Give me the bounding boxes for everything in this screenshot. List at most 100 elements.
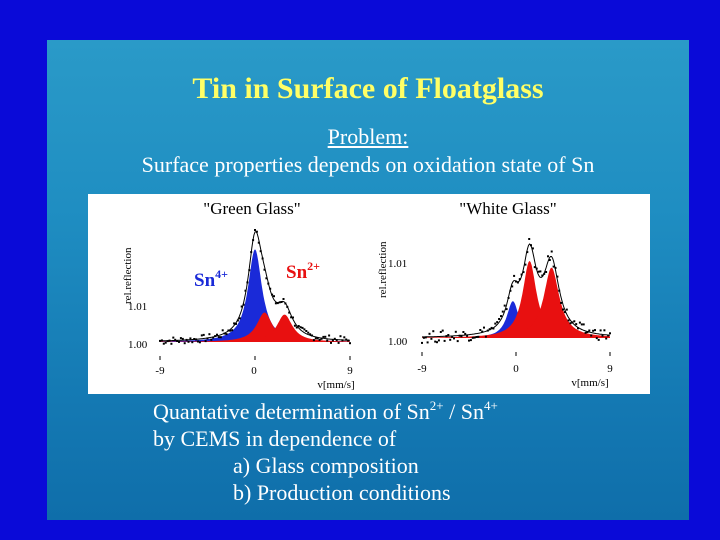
data-point xyxy=(573,320,576,323)
data-point xyxy=(550,250,553,253)
right-ytick-100: 1.00 xyxy=(388,336,408,348)
data-point xyxy=(210,338,213,341)
data-point xyxy=(441,329,444,332)
data-point xyxy=(454,330,457,333)
data-point xyxy=(174,338,177,341)
data-point xyxy=(219,336,222,339)
data-point xyxy=(343,336,346,339)
data-point xyxy=(257,241,260,244)
data-point xyxy=(590,334,593,337)
data-point xyxy=(515,280,517,283)
data-point xyxy=(328,334,331,337)
data-point xyxy=(471,336,474,339)
data-point xyxy=(496,321,499,324)
data-point xyxy=(531,247,534,250)
data-point xyxy=(278,301,281,304)
data-point xyxy=(507,297,510,299)
data-point xyxy=(331,339,334,342)
item-a: a) Glass composition xyxy=(233,453,419,478)
data-point xyxy=(204,340,207,343)
data-point xyxy=(439,331,442,333)
data-point xyxy=(271,293,274,296)
data-point xyxy=(511,285,514,288)
data-point xyxy=(187,340,190,343)
data-point xyxy=(513,274,516,277)
bottom-line-1: Quantative determination of Sn2+ / Sn4+ xyxy=(153,398,498,425)
data-point xyxy=(477,335,480,338)
data-point xyxy=(483,326,485,329)
data-point xyxy=(250,251,253,254)
sup-4plus: 4+ xyxy=(483,398,498,413)
green-glass-title: "Green Glass" xyxy=(203,199,300,218)
data-point xyxy=(280,301,283,303)
line1-prefix: Quantative determination of Sn xyxy=(153,399,430,424)
data-point xyxy=(273,295,275,298)
data-point xyxy=(468,339,470,342)
data-point xyxy=(160,339,163,342)
data-point xyxy=(191,341,194,344)
right-xtick-9: 9 xyxy=(607,363,613,375)
data-point xyxy=(229,329,232,332)
data-point xyxy=(341,339,344,342)
data-point xyxy=(528,238,531,240)
problem-heading: Problem: xyxy=(327,124,409,149)
data-point xyxy=(607,334,610,337)
data-point xyxy=(183,342,186,345)
data-point xyxy=(311,334,313,337)
data-point xyxy=(522,271,525,274)
data-point xyxy=(563,311,566,314)
spectrum-component-1 xyxy=(422,260,610,338)
left-ytick-100: 1.00 xyxy=(128,339,148,351)
data-point xyxy=(318,338,321,341)
data-point xyxy=(282,298,285,300)
data-point xyxy=(202,333,205,336)
data-point xyxy=(428,332,431,335)
left-ytick-101: 1.01 xyxy=(128,301,147,313)
data-point xyxy=(535,267,538,270)
data-point xyxy=(586,331,589,334)
data-point xyxy=(231,329,234,332)
data-point xyxy=(303,328,306,331)
spectrum-component-1 xyxy=(160,312,350,342)
data-point xyxy=(261,257,264,260)
data-point xyxy=(443,339,446,342)
data-point xyxy=(295,326,298,329)
spectrum-component-2 xyxy=(422,267,610,338)
data-point xyxy=(599,329,602,332)
data-point xyxy=(464,332,467,335)
data-point xyxy=(166,340,169,343)
line1-mid: / Sn xyxy=(443,399,484,424)
data-point xyxy=(516,281,519,284)
data-point xyxy=(541,274,544,277)
slide-title: Tin in Surface of Floatglass xyxy=(192,72,544,105)
data-point xyxy=(430,337,433,340)
data-point xyxy=(436,341,438,344)
data-point xyxy=(267,282,270,285)
data-point xyxy=(324,335,327,338)
data-point xyxy=(276,302,279,305)
data-point xyxy=(488,328,491,331)
data-point xyxy=(554,266,557,269)
data-point xyxy=(453,337,455,340)
data-point xyxy=(292,316,294,319)
data-point xyxy=(548,259,551,261)
data-point xyxy=(492,327,495,330)
data-point xyxy=(284,302,287,305)
data-point xyxy=(269,287,272,290)
data-point xyxy=(424,336,427,339)
data-point xyxy=(299,326,302,329)
data-point xyxy=(316,337,319,340)
data-point xyxy=(569,322,572,325)
data-point xyxy=(456,340,459,343)
data-point xyxy=(592,329,595,332)
data-point xyxy=(582,323,585,326)
data-point xyxy=(537,270,540,273)
data-point xyxy=(179,337,182,340)
data-point xyxy=(432,330,435,333)
data-point xyxy=(297,325,300,327)
slide: Tin in Surface of Floatglass Problem: Su… xyxy=(47,40,689,520)
left-xlabel: v[mm/s] xyxy=(317,379,354,391)
data-point xyxy=(422,336,425,339)
bottom-line-2: by CEMS in dependence of xyxy=(153,426,397,451)
data-point xyxy=(252,239,255,242)
